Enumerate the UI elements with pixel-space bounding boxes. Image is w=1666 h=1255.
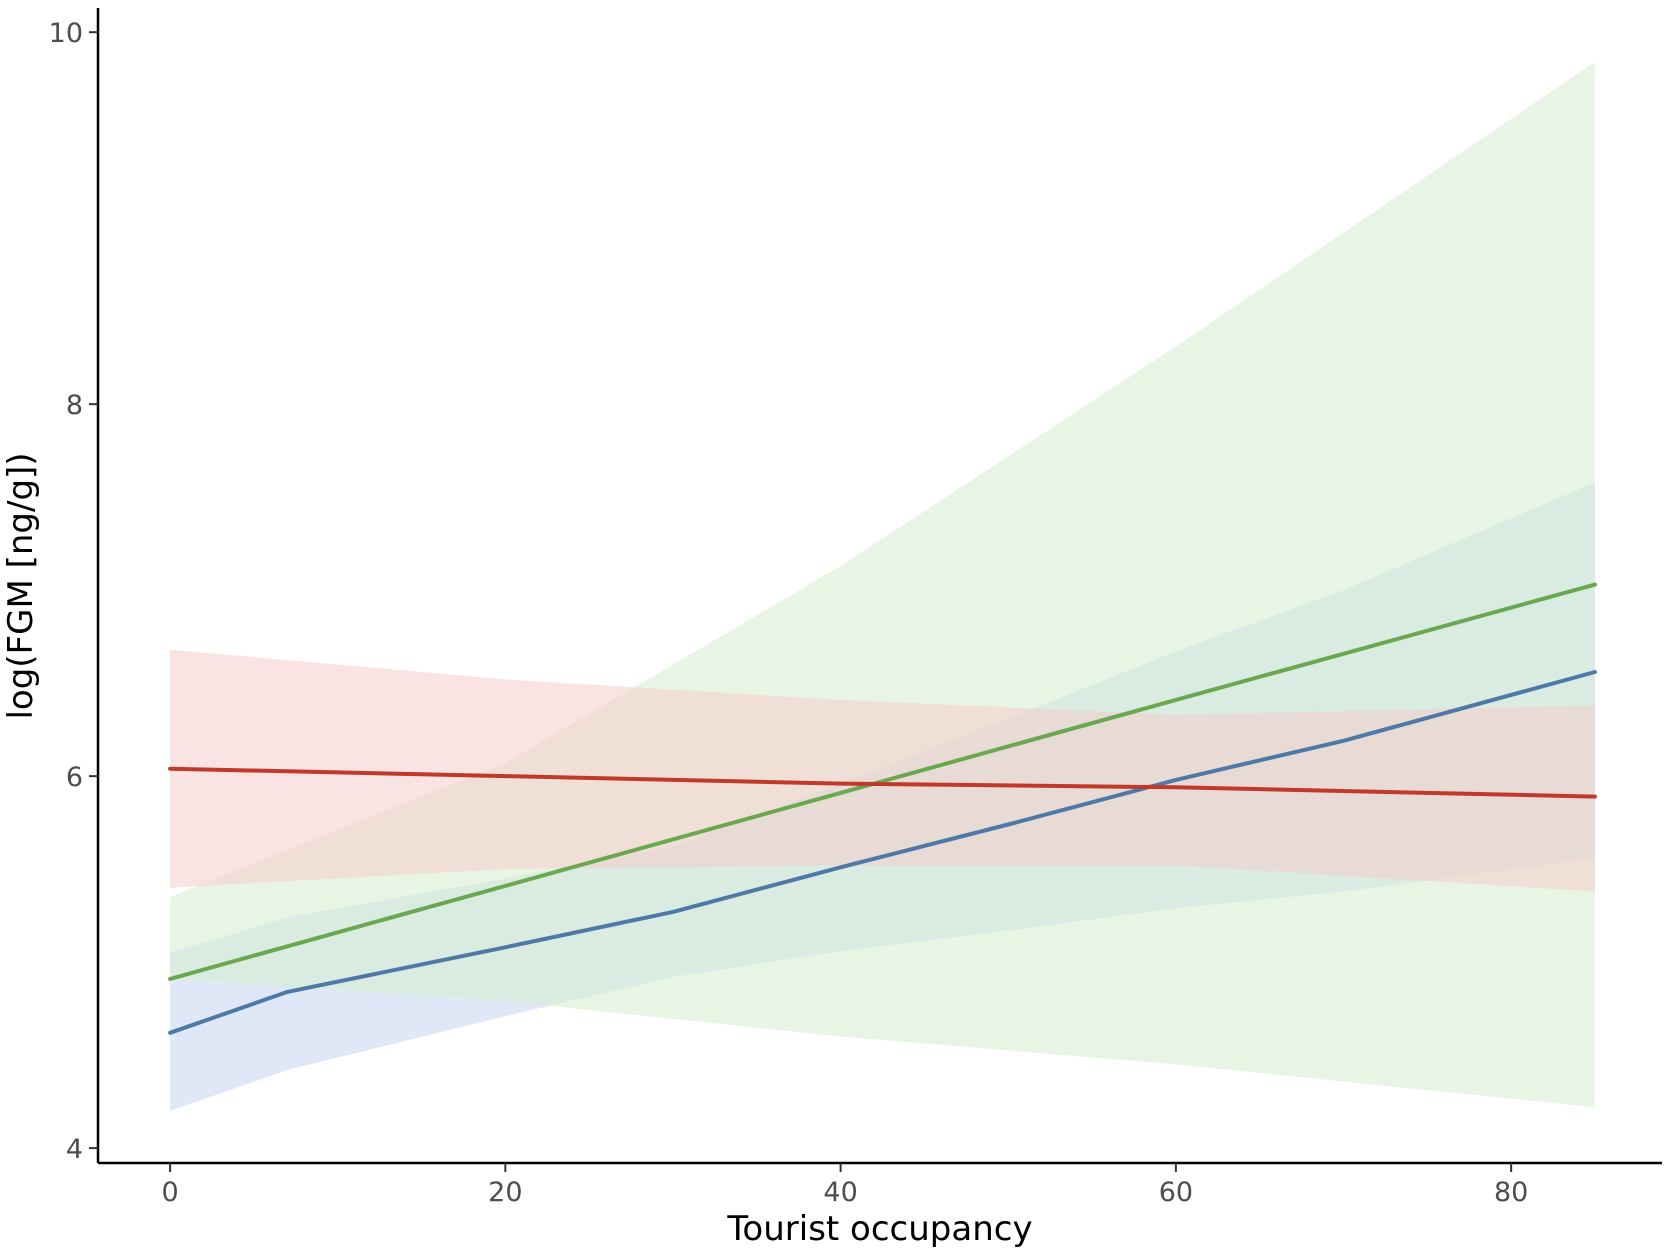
series-lines xyxy=(168,582,1597,1035)
axes xyxy=(96,8,1662,1165)
confidence-bands xyxy=(170,61,1595,1111)
x-axis-title: Tourist occupancy xyxy=(726,1209,1032,1249)
y-tick-label: 4 xyxy=(66,1134,83,1165)
series-line-1 xyxy=(168,670,1597,1035)
series-line-3 xyxy=(168,766,1597,799)
x-tick-label: 20 xyxy=(488,1177,522,1208)
x-tick-label: 80 xyxy=(1494,1177,1528,1208)
x-tick-label: 40 xyxy=(823,1177,857,1208)
series-line-2 xyxy=(168,582,1597,981)
y-tick-label: 6 xyxy=(66,762,83,793)
y-tick-label: 10 xyxy=(49,18,83,49)
x-tick-label: 60 xyxy=(1159,1177,1193,1208)
y-tick-label: 8 xyxy=(66,390,83,421)
confidence-band-3 xyxy=(170,649,1595,892)
y-ticks: 4 6 8 10 xyxy=(49,18,98,1165)
y-axis-title: log(FGM [ng/g]) xyxy=(1,452,41,719)
x-ticks: 0 20 40 60 80 xyxy=(161,1163,1528,1208)
x-tick-label: 0 xyxy=(161,1177,178,1208)
